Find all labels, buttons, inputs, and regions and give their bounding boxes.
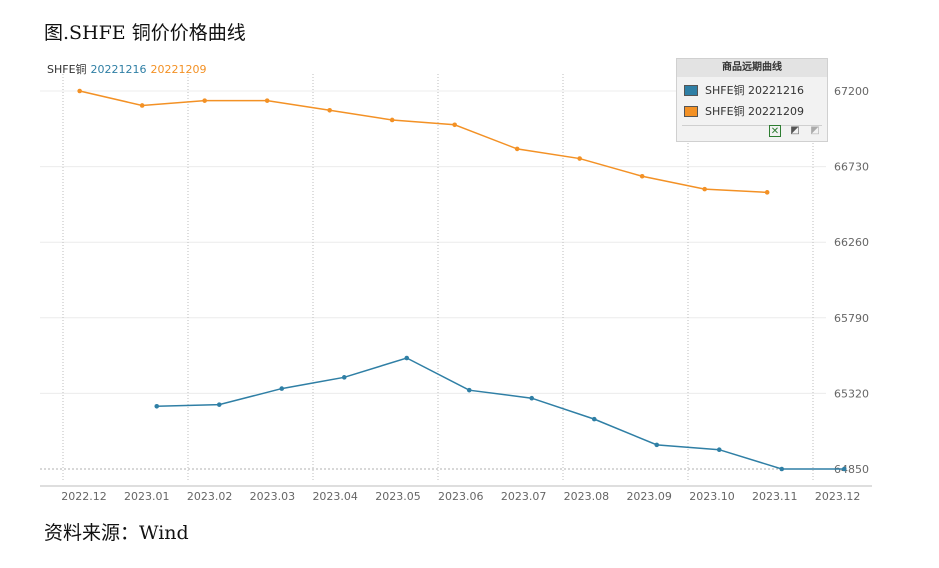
data-point-2 xyxy=(514,146,520,152)
data-point-1 xyxy=(654,442,660,448)
series-line-2 xyxy=(79,90,768,194)
data-point-1 xyxy=(279,386,285,391)
data-point-1 xyxy=(716,447,722,452)
data-point-2 xyxy=(702,186,707,192)
y-tick-label: 65320 xyxy=(834,387,869,400)
legend-label-series1: SHFE铜 20221216 xyxy=(705,84,805,97)
data-point-2 xyxy=(639,173,645,179)
legend-label-series2: SHFE铜 20221209 xyxy=(705,105,805,118)
data-point-1 xyxy=(404,355,410,361)
series-line-1 xyxy=(156,357,845,470)
x-tick-label: 2023.11 xyxy=(752,490,798,503)
series-header: SHFE铜 20221216 20221209 xyxy=(47,61,211,77)
y-tick-label: 65790 xyxy=(834,312,869,325)
legend-tools: ✕ ◩ ◩ xyxy=(769,125,821,137)
x-tick-label: 2023.01 xyxy=(124,490,170,503)
x-tick-label: 2022.12 xyxy=(61,490,107,503)
legend-divider xyxy=(682,125,822,126)
data-point-1 xyxy=(779,466,785,472)
legend-item-series2[interactable]: SHFE铜 20221209 xyxy=(684,103,827,119)
data-point-2 xyxy=(764,190,770,195)
y-tick-label: 66260 xyxy=(834,236,869,249)
data-point-2 xyxy=(389,117,395,123)
x-tick-label: 2023.08 xyxy=(564,490,610,503)
x-tick-label: 2023.05 xyxy=(375,490,421,503)
x-tick-label: 2023.03 xyxy=(250,490,296,503)
chart-title: 图.SHFE 铜价价格曲线 xyxy=(44,22,246,44)
data-point-1 xyxy=(216,402,222,407)
data-point-2 xyxy=(264,98,270,103)
data-point-2 xyxy=(577,156,582,161)
legend-swatch-series2 xyxy=(684,105,698,117)
data-point-2 xyxy=(202,98,207,103)
x-tick-label: 2023.07 xyxy=(501,490,547,503)
x-tick-label: 2023.10 xyxy=(689,490,735,503)
y-tick-label: 67200 xyxy=(834,85,869,98)
data-point-2 xyxy=(139,103,145,108)
legend-swatch-series1 xyxy=(684,84,698,96)
series-header-s1: 20221216 xyxy=(90,63,147,76)
x-tick-label: 2023.06 xyxy=(438,490,484,503)
data-point-1 xyxy=(591,416,597,422)
data-point-1 xyxy=(841,466,847,472)
data-point-2 xyxy=(327,108,332,113)
x-tick-label: 2023.02 xyxy=(187,490,233,503)
data-point-1 xyxy=(341,375,347,380)
series-header-prefix: SHFE铜 xyxy=(47,63,87,76)
chart-edit-icon[interactable]: ◩ xyxy=(790,125,800,136)
chart-dim-icon[interactable]: ◩ xyxy=(810,125,820,136)
x-tick-label: 2023.12 xyxy=(815,490,861,503)
data-point-1 xyxy=(466,387,472,393)
data-point-1 xyxy=(154,403,160,409)
legend-panel[interactable]: 商品远期曲线 SHFE铜 20221216 SHFE铜 20221209 ✕ ◩… xyxy=(676,58,828,142)
data-point-2 xyxy=(452,122,457,128)
legend-title: 商品远期曲线 xyxy=(677,59,827,77)
x-tick-label: 2023.09 xyxy=(626,490,672,503)
data-point-2 xyxy=(77,88,82,94)
x-tick-label: 2023.04 xyxy=(312,490,358,503)
source-note: 资料来源：Wind xyxy=(44,522,189,544)
y-tick-label: 66730 xyxy=(834,161,869,174)
legend-item-series1[interactable]: SHFE铜 20221216 xyxy=(684,82,827,98)
excel-icon[interactable]: ✕ xyxy=(769,125,781,137)
data-point-1 xyxy=(529,395,535,401)
y-tick-label: 64850 xyxy=(834,463,869,476)
series-header-s2: 20221209 xyxy=(150,63,207,76)
